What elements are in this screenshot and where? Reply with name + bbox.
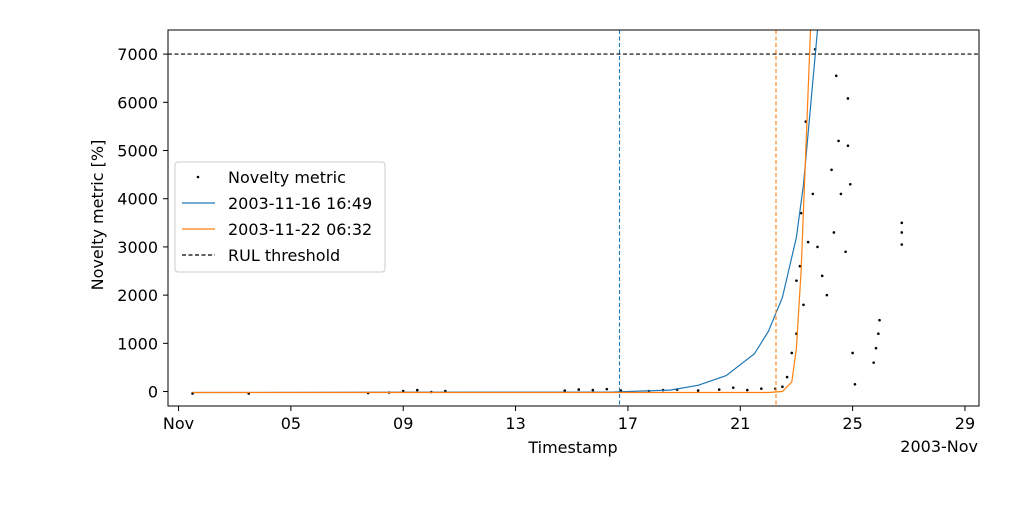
y-tick-label: 0	[148, 383, 158, 402]
x-tick-label: Nov	[163, 414, 194, 433]
scatter-point	[799, 211, 803, 215]
y-tick-label: 6000	[117, 93, 158, 112]
x-tick-label: 05	[281, 414, 301, 433]
scatter-point	[872, 361, 875, 364]
x-tick-label: 25	[842, 414, 862, 433]
plot-area	[167, 29, 980, 407]
scatter-point	[820, 274, 824, 278]
scatter-point	[832, 231, 836, 234]
y-axis-label: Novelty metric [%]	[88, 140, 107, 291]
scatter-point	[878, 318, 881, 322]
scatter-point	[900, 243, 904, 246]
fit-curve-orange	[192, 30, 812, 394]
scatter-point	[811, 192, 815, 196]
scatter-point	[874, 346, 878, 350]
scatter-point	[696, 389, 700, 392]
y-axis-ticks: 0 1000 2000 3000 4000 5000 6000 7000	[117, 45, 168, 402]
legend-label: 2003-11-16 16:49	[228, 194, 372, 213]
scatter-point	[795, 279, 798, 282]
legend: Novelty metric 2003-11-16 16:49 2003-11-22…	[174, 161, 386, 273]
scatter-point	[830, 168, 833, 172]
scatter-point	[802, 303, 805, 307]
scatter-point	[760, 387, 763, 390]
scatter-point	[591, 388, 595, 392]
scatter-point	[415, 388, 419, 392]
scatter-point	[806, 240, 810, 244]
x-axis-offset-label: 2003-Nov	[900, 437, 978, 456]
y-tick-label: 3000	[117, 238, 158, 257]
y-tick-label: 7000	[117, 45, 158, 64]
x-axis-ticks: Nov 05 09 13 17 21 25 29	[163, 406, 975, 433]
scatter-point	[900, 231, 904, 234]
x-tick-label: 21	[730, 414, 750, 433]
scatter-point	[853, 383, 857, 386]
x-tick-label: 09	[393, 414, 413, 433]
legend-label: 2003-11-22 06:32	[228, 220, 372, 239]
legend-label: RUL threshold	[228, 246, 340, 265]
y-tick-label: 4000	[117, 190, 158, 209]
scatter-point	[846, 144, 850, 147]
legend-box	[174, 161, 386, 273]
scatter-point	[816, 245, 819, 249]
plot-clipped-group	[168, 30, 979, 406]
scatter-point	[846, 97, 850, 100]
scatter-point	[563, 389, 567, 392]
scatter-point	[837, 139, 840, 143]
y-tick-label: 2000	[117, 286, 158, 305]
plot-frame	[167, 29, 980, 407]
scatter-point	[848, 182, 852, 186]
y-tick-label: 5000	[117, 142, 158, 161]
scatter-point	[745, 388, 749, 392]
scatter-point	[851, 351, 854, 355]
y-tick-label: 1000	[117, 334, 158, 353]
x-tick-label: 17	[618, 414, 638, 433]
scatter-point	[839, 192, 843, 196]
x-axis-label: Timestamp	[527, 438, 617, 457]
scatter-point	[781, 385, 784, 389]
scatter-point	[825, 293, 829, 297]
scatter-point	[785, 375, 789, 379]
scatter-point	[877, 332, 880, 335]
scatter-point	[790, 351, 794, 355]
scatter-point	[577, 388, 581, 391]
scatter-point	[717, 388, 721, 391]
scatter-point	[834, 74, 838, 78]
scatter-point	[844, 250, 847, 254]
x-tick-label: 13	[505, 414, 525, 433]
scatter-point	[731, 386, 735, 389]
scatter-point	[605, 387, 609, 391]
legend-marker-dot	[196, 175, 200, 179]
scatter-point	[900, 221, 904, 225]
scatter-point	[798, 264, 802, 268]
x-tick-label: 29	[955, 414, 975, 433]
legend-label: Novelty metric	[228, 168, 346, 187]
